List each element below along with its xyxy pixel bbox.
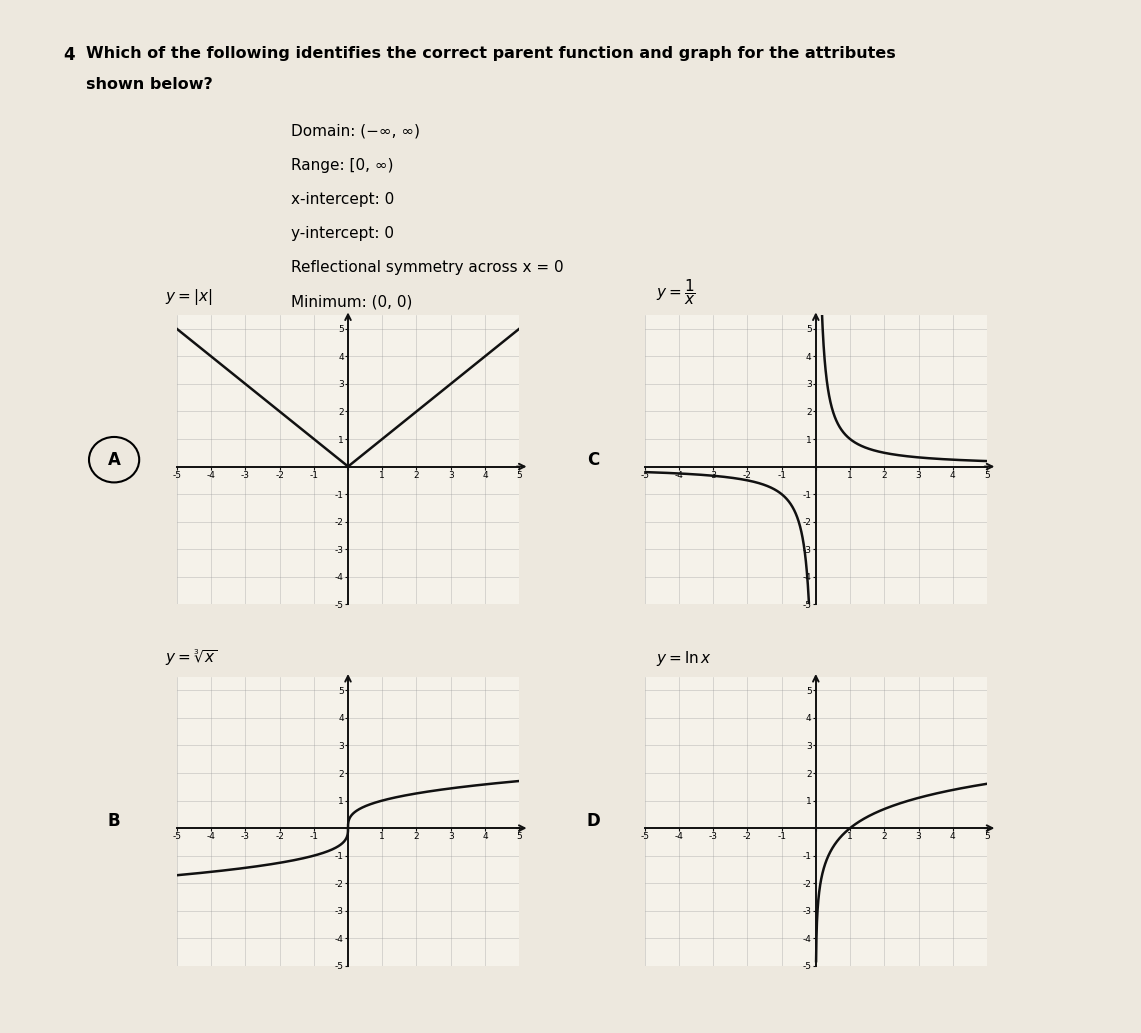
Text: B: B xyxy=(107,812,121,831)
Text: C: C xyxy=(588,450,599,469)
Text: 4: 4 xyxy=(63,46,74,64)
Text: $y = \dfrac{1}{x}$: $y = \dfrac{1}{x}$ xyxy=(656,277,696,307)
Text: A: A xyxy=(107,450,121,469)
Text: Reflectional symmetry across x = 0: Reflectional symmetry across x = 0 xyxy=(291,260,564,276)
Text: Domain: (−∞, ∞): Domain: (−∞, ∞) xyxy=(291,124,420,139)
Text: Range: [0, ∞): Range: [0, ∞) xyxy=(291,158,394,174)
Text: Which of the following identifies the correct parent function and graph for the : Which of the following identifies the co… xyxy=(86,46,896,62)
Text: $y = |x|$: $y = |x|$ xyxy=(165,287,213,307)
Text: Minimum: (0, 0): Minimum: (0, 0) xyxy=(291,294,412,310)
Text: $y = \sqrt[3]{x}$: $y = \sqrt[3]{x}$ xyxy=(165,649,218,668)
Text: y-intercept: 0: y-intercept: 0 xyxy=(291,226,394,242)
Text: shown below?: shown below? xyxy=(86,77,212,93)
Text: x-intercept: 0: x-intercept: 0 xyxy=(291,192,394,208)
Text: $y = \ln x$: $y = \ln x$ xyxy=(656,650,712,668)
Text: D: D xyxy=(586,812,600,831)
